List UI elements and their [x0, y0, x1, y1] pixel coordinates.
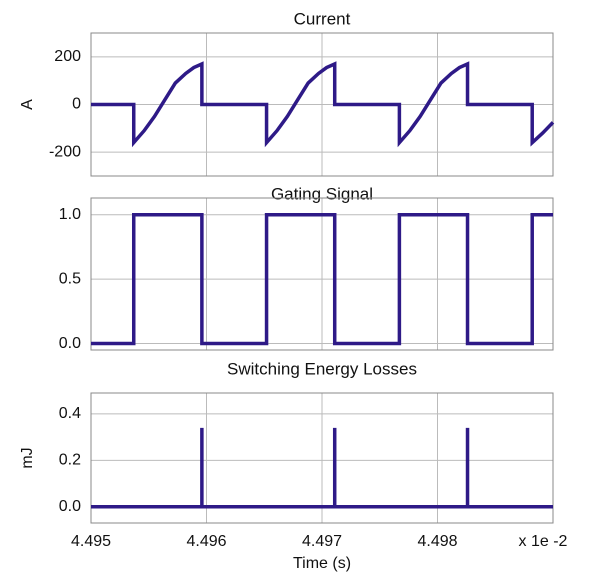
y-tick-label: 0.4 — [59, 405, 81, 422]
data-line — [91, 61, 555, 148]
y-axis-label: A — [19, 99, 36, 110]
plot-frame — [90, 197, 554, 351]
y-tick-label: 200 — [54, 48, 81, 65]
y-tick-label: 0 — [72, 96, 81, 113]
y-tick-label: 0.5 — [59, 270, 81, 287]
x-scale-note: x 1e -2 — [519, 533, 568, 550]
y-axis-label: mJ — [19, 447, 36, 468]
x-axis-label: Time (s) — [293, 555, 351, 572]
subplot-title: Gating Signal — [271, 184, 373, 203]
y-tick-label: 0.2 — [59, 452, 81, 469]
x-tick-label: 4.497 — [302, 533, 342, 550]
y-tick-label: 1.0 — [59, 206, 81, 223]
data-line — [91, 213, 553, 346]
y-tick-label: 0.0 — [59, 335, 81, 352]
plot-frame — [90, 392, 554, 524]
data-line — [91, 427, 553, 509]
y-tick-label: 0.0 — [59, 498, 81, 515]
subplot-title: Switching Energy Losses — [227, 359, 417, 378]
y-tick-label: -200 — [49, 143, 81, 160]
x-tick-label: 4.496 — [186, 533, 226, 550]
subplot-title: Current — [294, 9, 351, 28]
x-tick-label: 4.498 — [417, 533, 457, 550]
x-tick-label: 4.495 — [71, 533, 111, 550]
